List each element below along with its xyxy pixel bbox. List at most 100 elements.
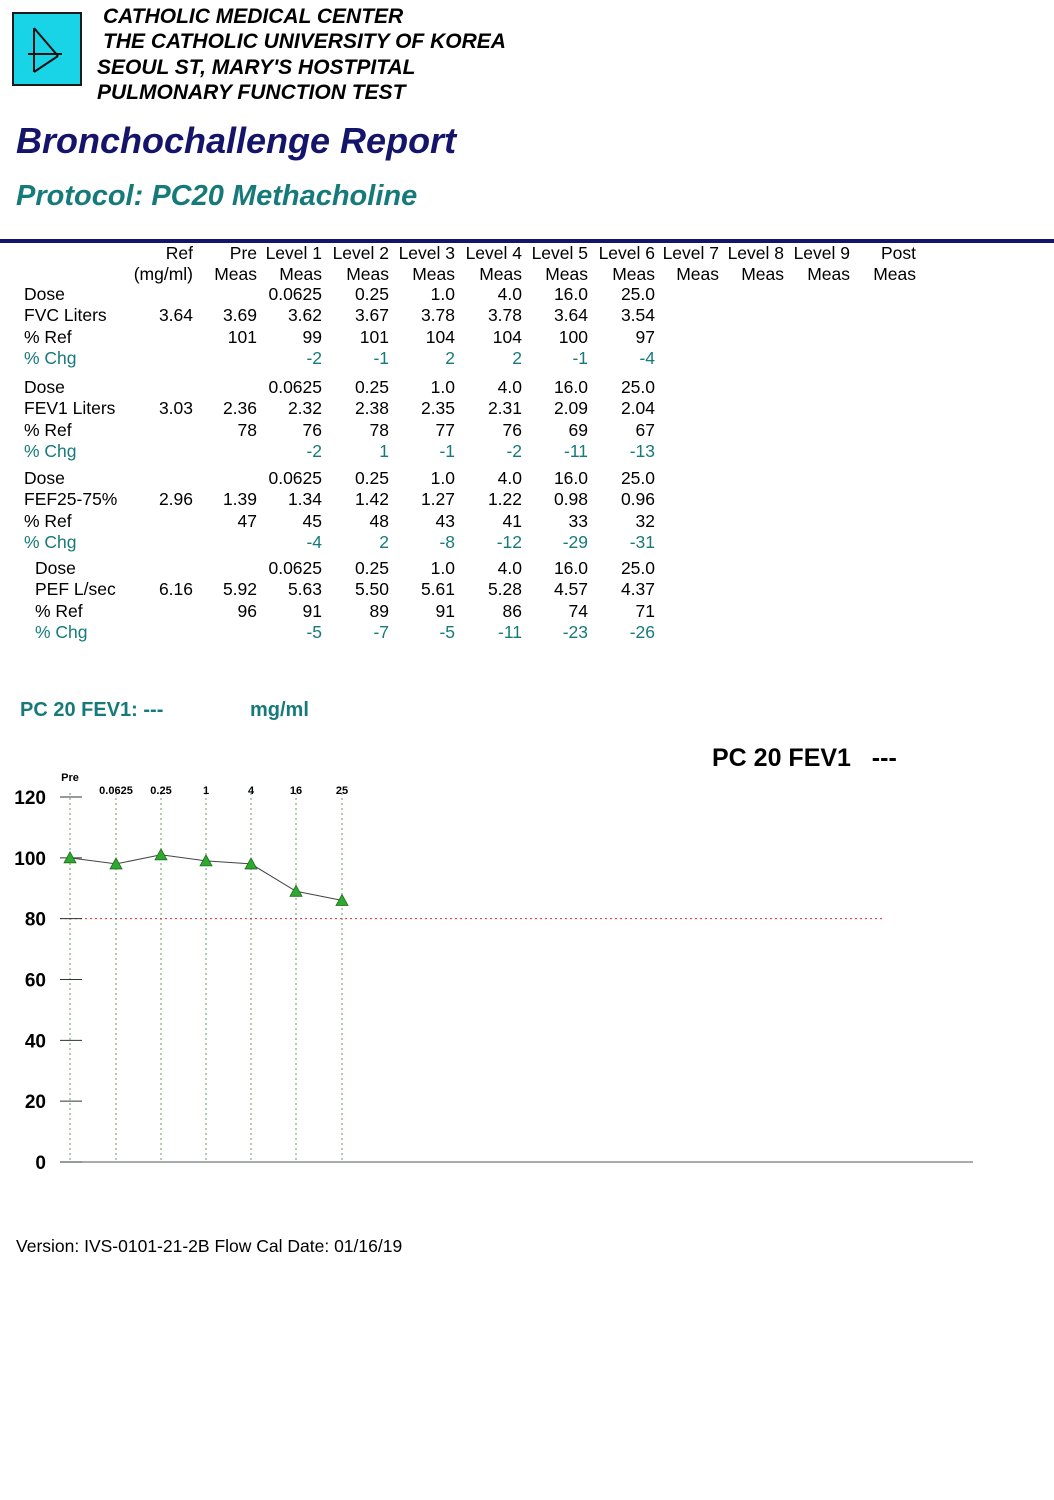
column-subheader: Meas: [741, 264, 784, 284]
y-tick-label: 80: [25, 910, 46, 931]
y-tick-label: 0: [35, 1153, 46, 1174]
data-point-marker: [109, 857, 123, 870]
dose-category-label: Pre: [61, 772, 79, 784]
y-tick-label: 100: [14, 849, 46, 870]
measurement-value: 2.36: [222, 398, 257, 418]
pc20-chart-value: ---: [871, 744, 897, 772]
pct-ref-value: 96: [237, 601, 257, 621]
data-point-marker: [154, 847, 168, 861]
pct-chg-value: -7: [373, 622, 389, 642]
pct-ref-label: % Ref: [24, 511, 72, 531]
column-header: Pre: [229, 243, 257, 263]
dose-label: Dose: [24, 284, 65, 304]
pct-ref-value: 33: [568, 511, 588, 531]
dose-value: 1.0: [430, 377, 455, 397]
pct-chg-value: -1: [572, 348, 588, 368]
column-subheader: Meas: [214, 264, 257, 284]
version-footer: Version: IVS-0101-21-2B Flow Cal Date: 0…: [16, 1236, 403, 1256]
dose-value: 25.0: [620, 468, 655, 488]
pct-chg-value: -12: [496, 532, 522, 552]
header-line-4: PULMONARY FUNCTION TEST: [97, 81, 406, 104]
header-divider: [0, 239, 1054, 243]
y-tick-label: 20: [25, 1092, 46, 1113]
column-header: Level 8: [727, 243, 784, 263]
pct-chg-value: 2: [512, 348, 522, 368]
measurement-value: 3.78: [487, 305, 522, 325]
measurement-value: 5.92: [222, 579, 257, 599]
pct-chg-value: -5: [306, 622, 322, 642]
parameter-label: FEV1 Liters: [24, 398, 116, 418]
column-header: Level 7: [662, 243, 719, 263]
measurement-value: 2.09: [553, 398, 588, 418]
pct-ref-value: 78: [237, 420, 257, 440]
pct-chg-value: -8: [439, 532, 455, 552]
pct-ref-value: 77: [435, 420, 455, 440]
pct-ref-label: % Ref: [35, 601, 83, 621]
pct-chg-value: -5: [439, 622, 455, 642]
dose-value: 25.0: [620, 284, 655, 304]
measurement-value: 2.35: [420, 398, 455, 418]
pct-chg-label: % Chg: [24, 348, 77, 368]
dose-category-label: 1: [203, 785, 209, 797]
ref-value: 3.03: [158, 398, 193, 418]
column-header: Level 4: [465, 243, 522, 263]
pct-ref-value: 74: [568, 601, 588, 621]
dose-value: 1.0: [430, 468, 455, 488]
dose-label: Dose: [24, 377, 65, 397]
fev1-dose-response-chart: 0 20 40 60 80 100 120 Pre 0.0625 0.25 1 4 16 25: [14, 772, 973, 1174]
measurement-value: 4.57: [553, 579, 588, 599]
column-subheader: Meas: [676, 264, 719, 284]
dose-category-label: 25: [336, 785, 348, 797]
column-subheader: Meas: [873, 264, 916, 284]
pct-ref-value: 78: [369, 420, 389, 440]
measurement-value: 3.69: [222, 305, 257, 325]
dose-value: 16.0: [553, 284, 588, 304]
measurement-value: 1.27: [420, 489, 455, 509]
measurement-value: 5.28: [487, 579, 522, 599]
pct-chg-value: -29: [562, 532, 588, 552]
measurement-value: 2.32: [287, 398, 322, 418]
measurement-value: 1.42: [354, 489, 389, 509]
data-point-marker: [199, 854, 213, 867]
pct-ref-value: 71: [635, 601, 655, 621]
dose-category-label: 0.0625: [99, 785, 133, 797]
measurement-value: 1.34: [287, 489, 322, 509]
pct-ref-label: % Ref: [24, 420, 72, 440]
y-tick-label: 60: [25, 971, 46, 992]
pct-chg-value: -11: [498, 622, 522, 642]
column-subheader: (mg/ml): [133, 264, 193, 284]
pc20-unit: mg/ml: [250, 699, 309, 721]
pct-chg-value: 1: [379, 441, 389, 461]
column-header: Post: [880, 243, 916, 263]
pct-chg-value: -1: [439, 441, 455, 461]
pct-ref-value: 104: [492, 327, 522, 347]
measurement-value: 1.39: [222, 489, 257, 509]
pct-chg-value: -13: [629, 441, 655, 461]
dose-value: 0.25: [354, 377, 389, 397]
dose-value: 1.0: [430, 284, 455, 304]
pct-chg-value: -2: [306, 348, 322, 368]
column-subheader: Meas: [346, 264, 389, 284]
measurement-value: 3.67: [354, 305, 389, 325]
measurement-value: 3.54: [620, 305, 655, 325]
pct-ref-value: 101: [359, 327, 389, 347]
parameter-label: FEF25-75%: [24, 489, 118, 509]
pct-ref-value: 48: [369, 511, 389, 531]
column-header: Ref: [165, 243, 193, 263]
data-point-marker: [244, 857, 258, 870]
column-subheader: Meas: [479, 264, 522, 284]
pct-ref-value: 101: [227, 327, 257, 347]
pct-chg-value: 2: [445, 348, 455, 368]
column-subheader: Meas: [412, 264, 455, 284]
dose-value: 4.0: [497, 558, 522, 578]
column-header: Level 3: [398, 243, 455, 263]
dose-value: 25.0: [620, 377, 655, 397]
dose-value: 0.0625: [268, 558, 322, 578]
pct-chg-value: -2: [306, 441, 322, 461]
parameter-label: PEF L/sec: [35, 579, 116, 599]
dose-label: Dose: [24, 468, 65, 488]
pct-ref-value: 32: [635, 511, 655, 531]
pct-ref-value: 41: [502, 511, 522, 531]
header-line-2: THE CATHOLIC UNIVERSITY OF KOREA: [103, 30, 506, 53]
measurement-value: 5.61: [420, 579, 455, 599]
